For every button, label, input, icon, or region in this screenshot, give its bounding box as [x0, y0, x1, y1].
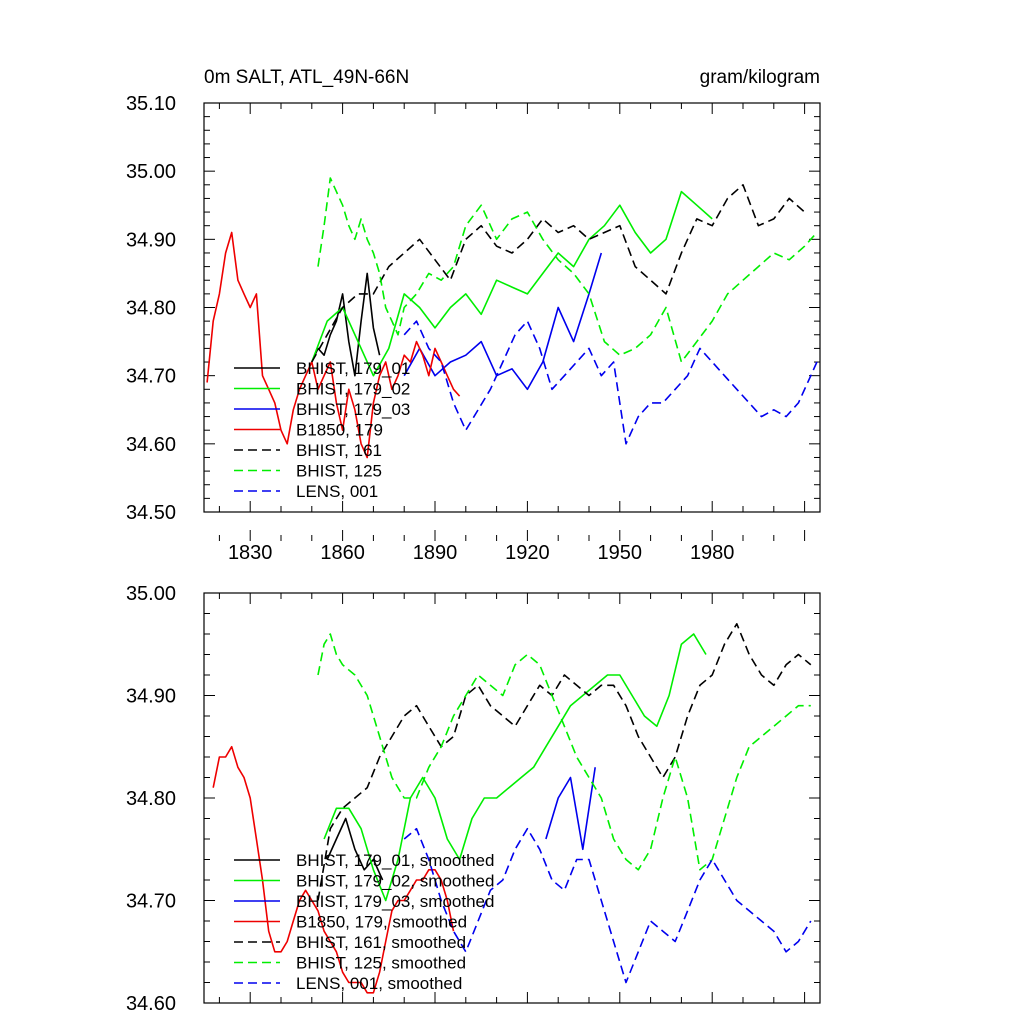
top-y-tick-label: 34.90 — [126, 229, 176, 251]
top-y-tick-label: 35.00 — [126, 161, 176, 183]
top-legend-label: LENS, 001 — [296, 482, 378, 501]
top-y-tick-label: 34.80 — [126, 298, 176, 320]
bottom-series-group — [212, 622, 812, 994]
bottom-series-line-3 — [212, 745, 455, 994]
top-legend-label: BHIST, 161 — [296, 441, 382, 460]
top-x-tick-label: 1980 — [690, 542, 735, 564]
bottom-legend-label: BHIST, 161, smoothed — [296, 933, 466, 952]
top-legend-label: B1850, 179 — [296, 421, 383, 440]
top-series-line-3 — [206, 231, 461, 459]
top-chart-units: gram/kilogram — [700, 67, 820, 88]
bottom-y-tick-label: 34.90 — [126, 686, 176, 708]
bottom-legend-label: BHIST, 179_03, smoothed — [296, 892, 494, 911]
top-x-tick-label: 1860 — [320, 542, 365, 564]
bottom-y-tick-label: 34.60 — [126, 993, 176, 1015]
top-y-tick-label: 35.10 — [126, 93, 176, 115]
top-series-line-1 — [311, 190, 713, 377]
top-legend-label: BHIST, 125 — [296, 462, 382, 481]
bottom-legend-label: BHIST, 179_02, smoothed — [296, 872, 494, 891]
top-legend-label: BHIST, 179_01 — [296, 359, 410, 378]
bottom-series-line-1 — [323, 633, 707, 902]
top-y-tick-label: 34.60 — [126, 434, 176, 456]
top-x-tick-label: 1890 — [413, 542, 458, 564]
top-chart-title: 0m SALT, ATL_49N-66N — [204, 67, 409, 88]
top-legend-label: BHIST, 179_03 — [296, 400, 410, 419]
bottom-series-line-2 — [545, 767, 596, 851]
top-series-line-6 — [403, 320, 818, 445]
top-series-group — [206, 177, 818, 459]
bottom-legend-label: BHIST, 179_01, smoothed — [296, 851, 494, 870]
top-x-tick-label: 1920 — [505, 542, 550, 564]
bottom-legend-label: BHIST, 125, smoothed — [296, 954, 466, 973]
top-y-tick-label: 34.50 — [126, 502, 176, 524]
bottom-legend-label: LENS, 001, smoothed — [296, 974, 462, 993]
top-legend-label: BHIST, 179_02 — [296, 380, 410, 399]
top-series-line-4 — [311, 184, 806, 363]
bottom-legend-label: B1850, 179, smoothed — [296, 913, 467, 932]
bottom-series-line-5 — [317, 633, 811, 871]
top-series-line-0 — [311, 272, 381, 377]
bottom-y-tick-label: 34.80 — [126, 788, 176, 810]
bottom-series-line-0 — [326, 817, 384, 881]
bottom-y-tick-label: 35.00 — [126, 583, 176, 605]
bottom-y-tick-label: 34.70 — [126, 891, 176, 913]
bottom-series-line-4 — [317, 622, 812, 901]
top-x-tick-label: 1830 — [228, 542, 273, 564]
top-x-tick-label: 1950 — [598, 542, 643, 564]
top-series-line-2 — [403, 252, 603, 391]
top-series-line-5 — [317, 177, 818, 363]
top-y-tick-label: 34.70 — [126, 366, 176, 388]
